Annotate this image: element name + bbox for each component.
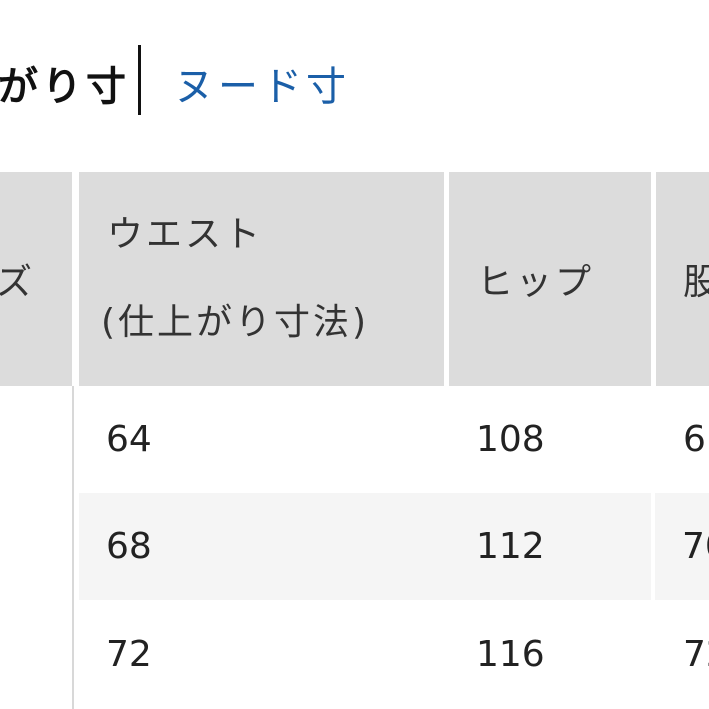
- size-table: ズ ウエスト (仕上がり寸法) ヒップ 股 64 108 6 68 112 70…: [0, 172, 709, 709]
- table-row-3-size: [0, 600, 72, 709]
- table-cell: 6: [683, 419, 706, 460]
- header-size: ズ: [0, 172, 72, 386]
- header-label: 股: [683, 262, 709, 303]
- table-cell: 108: [476, 419, 545, 460]
- table-cell: 72: [683, 634, 709, 675]
- table-cell: 70: [655, 493, 709, 600]
- table-row-2-size: [0, 493, 72, 600]
- tab-divider: [138, 45, 141, 115]
- header-label: ズ: [0, 262, 33, 303]
- table-cell: 116: [476, 634, 545, 675]
- header-hip: ヒップ: [449, 172, 651, 386]
- measurement-tabs: がり寸 ヌード寸: [0, 40, 709, 120]
- column-divider: [72, 386, 74, 709]
- header-label: ヒップ: [477, 262, 595, 303]
- header-sublabel: (仕上がり寸法): [101, 302, 370, 343]
- header-rise: 股: [656, 172, 709, 386]
- tab-nude-size[interactable]: ヌード寸: [174, 64, 350, 110]
- tab-finished-size[interactable]: がり寸: [0, 64, 130, 110]
- header-waist: ウエスト (仕上がり寸法): [79, 172, 444, 386]
- header-label: ウエスト: [107, 214, 264, 255]
- table-cell: 64: [106, 419, 152, 460]
- table-cell: 112: [449, 493, 651, 600]
- table-row-1-size: [0, 386, 72, 493]
- table-cell: 72: [106, 634, 152, 675]
- table-cell: 68: [79, 493, 449, 600]
